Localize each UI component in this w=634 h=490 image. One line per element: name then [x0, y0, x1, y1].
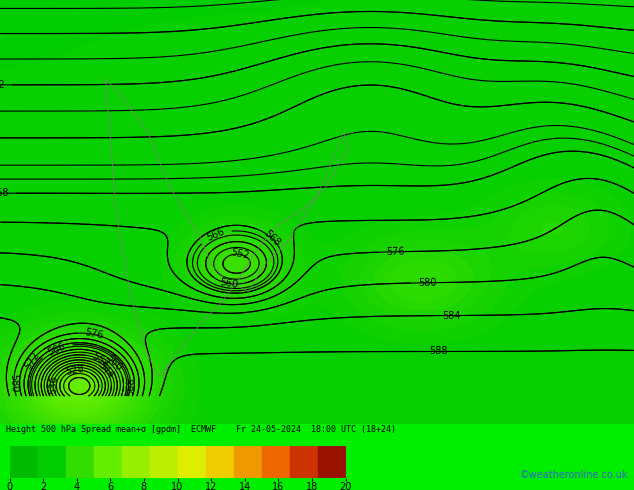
- Text: 588: 588: [429, 346, 448, 357]
- Text: 560: 560: [104, 352, 124, 373]
- Text: 560: 560: [219, 277, 239, 290]
- Text: 576: 576: [386, 246, 405, 257]
- Text: 572: 572: [22, 350, 41, 371]
- Bar: [318, 446, 346, 478]
- Text: 552: 552: [230, 247, 250, 261]
- Text: 536: 536: [48, 375, 58, 394]
- Bar: [262, 446, 290, 478]
- Text: 576: 576: [84, 328, 104, 341]
- Bar: [233, 446, 262, 478]
- Bar: [290, 446, 318, 478]
- Bar: [10, 446, 37, 478]
- Text: 580: 580: [9, 374, 20, 393]
- Text: 568: 568: [125, 377, 136, 396]
- Bar: [94, 446, 122, 478]
- Text: Height 500 hPa Spread mean+σ [gpdm]  ECMWF    Fr 24-05-2024  18:00 UTC (18+24): Height 500 hPa Spread mean+σ [gpdm] ECMW…: [6, 425, 396, 434]
- Text: 544: 544: [96, 360, 115, 381]
- Text: 580: 580: [418, 278, 437, 288]
- Text: 584: 584: [442, 311, 461, 320]
- Bar: [65, 446, 94, 478]
- Text: 566: 566: [46, 341, 67, 357]
- Text: 568: 568: [0, 188, 8, 198]
- Text: 552: 552: [91, 351, 112, 369]
- Text: 528: 528: [65, 364, 85, 377]
- Bar: [122, 446, 150, 478]
- Text: 566: 566: [205, 227, 226, 244]
- Bar: [178, 446, 205, 478]
- Bar: [37, 446, 65, 478]
- Bar: [150, 446, 178, 478]
- Text: 552: 552: [0, 80, 4, 90]
- Bar: [205, 446, 233, 478]
- Text: 568: 568: [261, 228, 281, 248]
- Text: ©weatheronline.co.uk: ©weatheronline.co.uk: [520, 470, 628, 480]
